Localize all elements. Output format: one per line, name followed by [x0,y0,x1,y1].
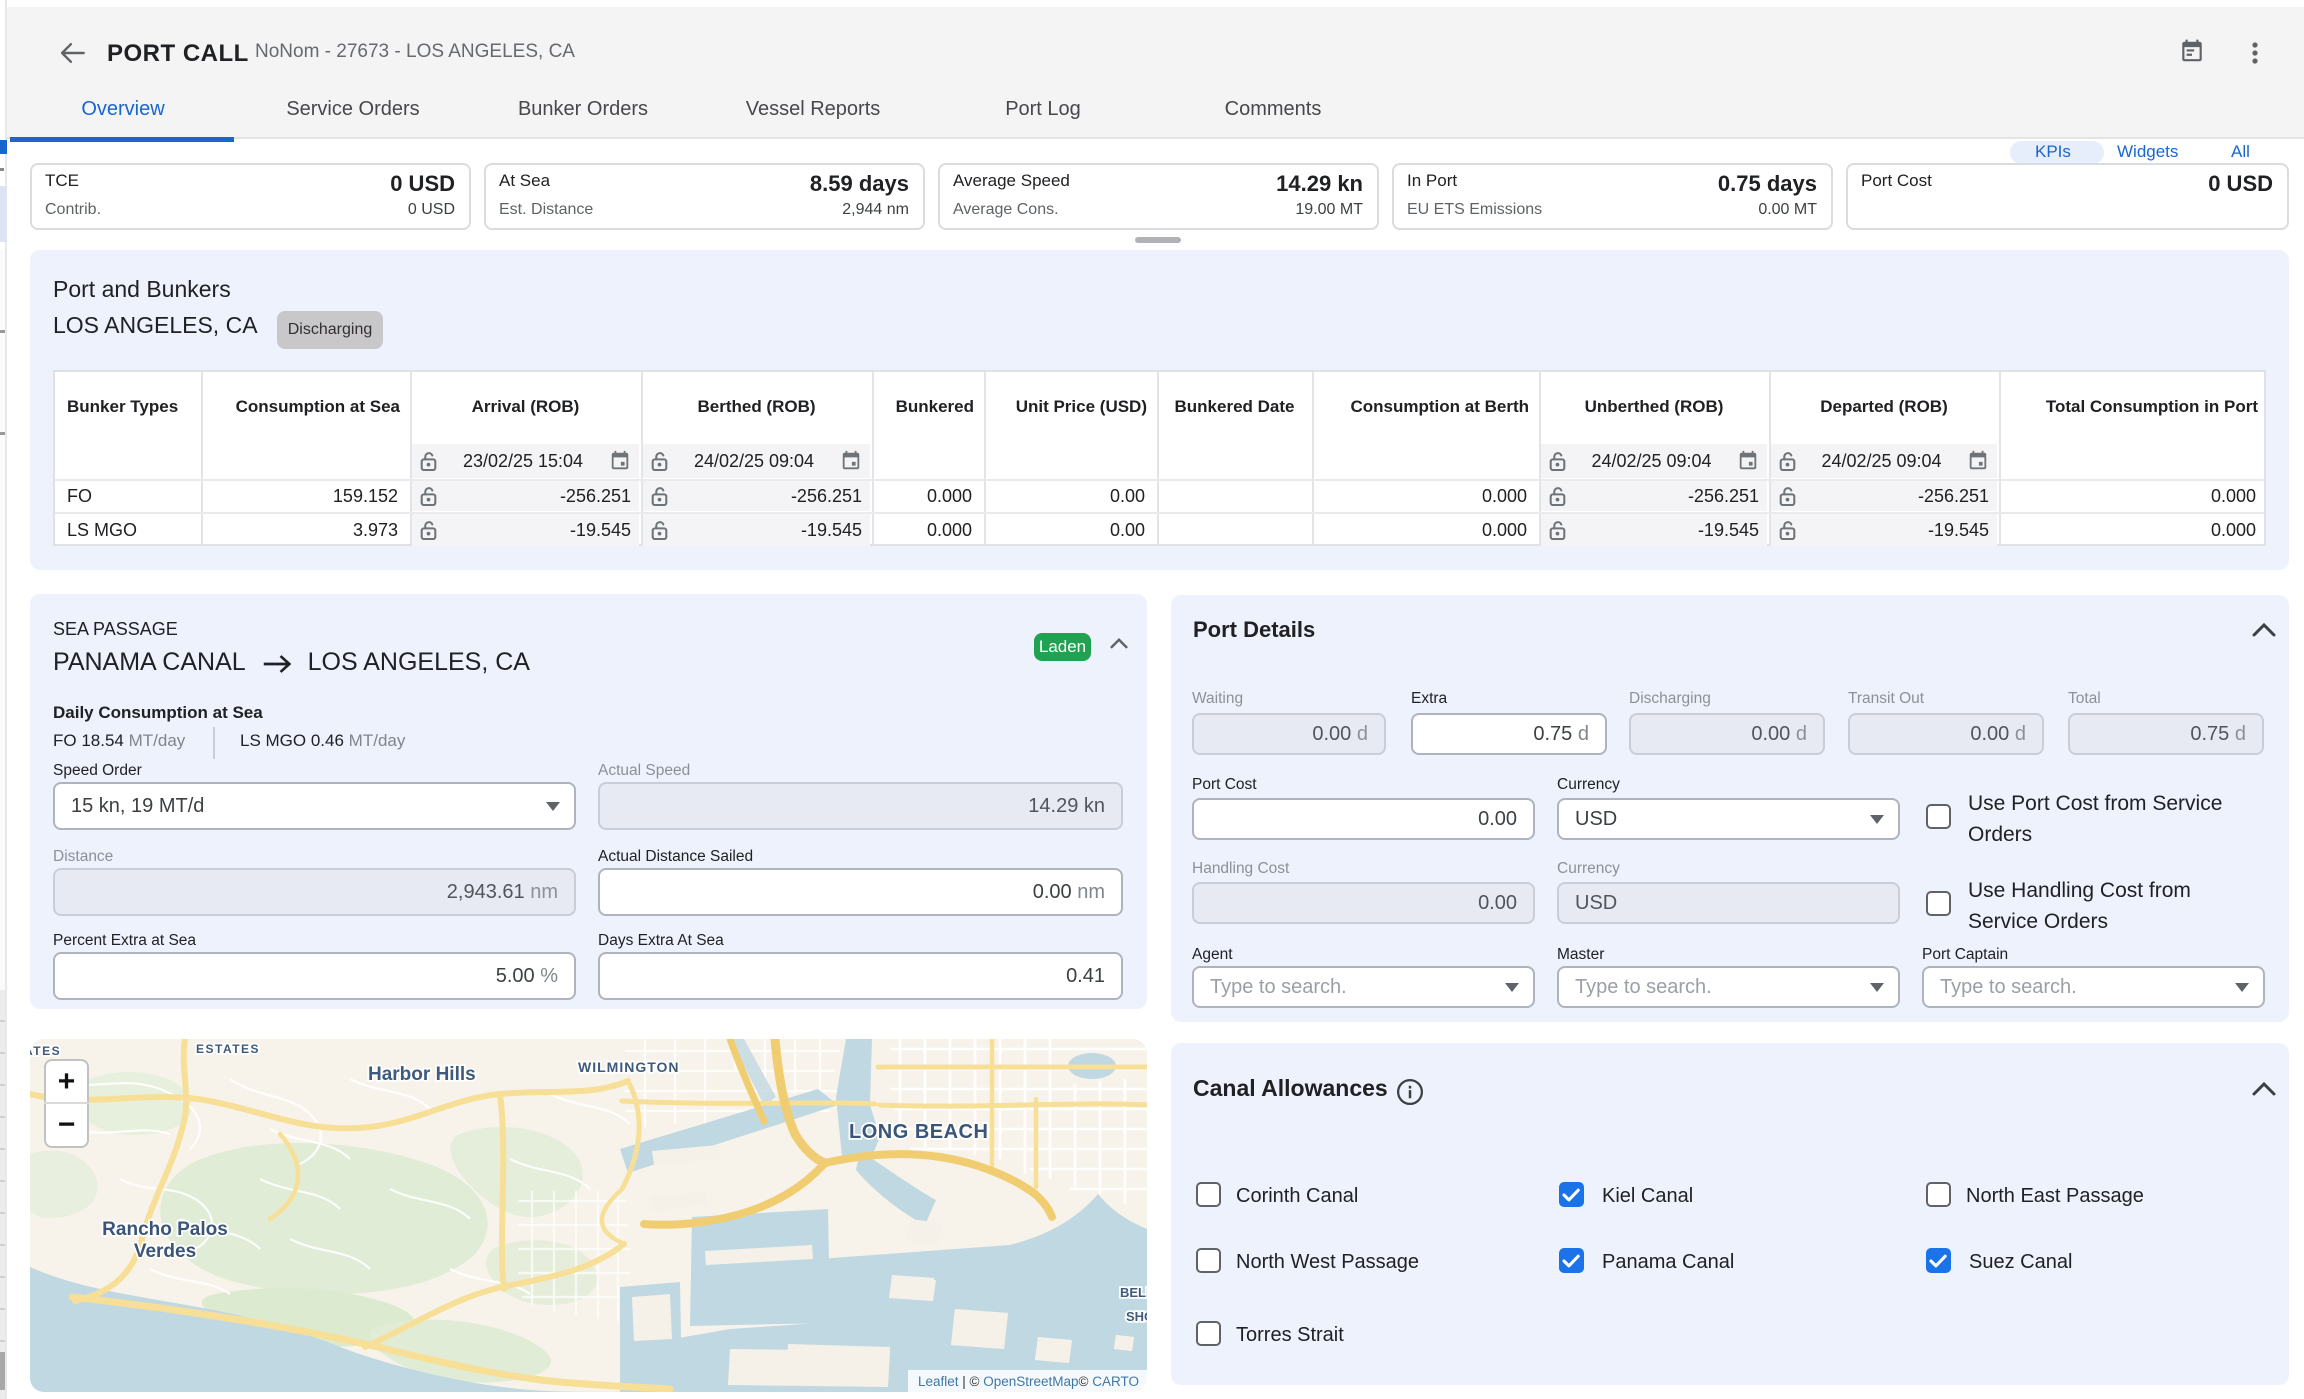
svg-text:SHO: SHO [1126,1309,1147,1324]
svg-text:ATES: ATES [30,1044,61,1058]
svg-text:Harbor Hills: Harbor Hills [368,1064,476,1085]
svg-text:Verdes: Verdes [134,1241,196,1262]
svg-text:ESTATES: ESTATES [196,1042,260,1056]
svg-text:LONG BEACH: LONG BEACH [849,1121,988,1143]
svg-text:Rancho Palos: Rancho Palos [102,1219,228,1240]
svg-text:WILMINGTON: WILMINGTON [578,1059,680,1075]
svg-text:BELM: BELM [1120,1285,1147,1300]
